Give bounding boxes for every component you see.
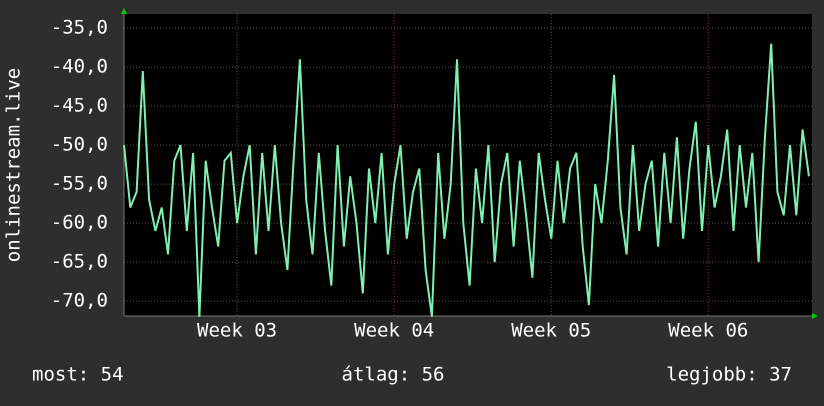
y-tick-label: -50,0: [51, 134, 108, 156]
x-tick-label: Week 04: [354, 320, 434, 342]
y-tick-label: -70,0: [51, 290, 108, 312]
axis-arrow: [812, 313, 818, 319]
y-tick-label: -40,0: [51, 56, 108, 78]
x-tick-label: Week 03: [197, 320, 277, 342]
y-tick-label: -55,0: [51, 173, 108, 195]
stat-average: átlag: 56: [342, 364, 445, 386]
x-tick-label: Week 06: [668, 320, 748, 342]
stat-current: most: 54: [32, 364, 124, 386]
y-tick-label: -65,0: [51, 251, 108, 273]
axis-arrow: [121, 8, 127, 14]
line-series: [123, 43, 810, 317]
stat-max: legjobb: 37: [666, 364, 792, 386]
y-axis-label: onlinestream.live: [3, 68, 25, 262]
y-tick-label: -60,0: [51, 212, 108, 234]
y-tick-label: -35,0: [51, 17, 108, 39]
x-tick-label: Week 05: [511, 320, 591, 342]
y-tick-label: -45,0: [51, 95, 108, 117]
